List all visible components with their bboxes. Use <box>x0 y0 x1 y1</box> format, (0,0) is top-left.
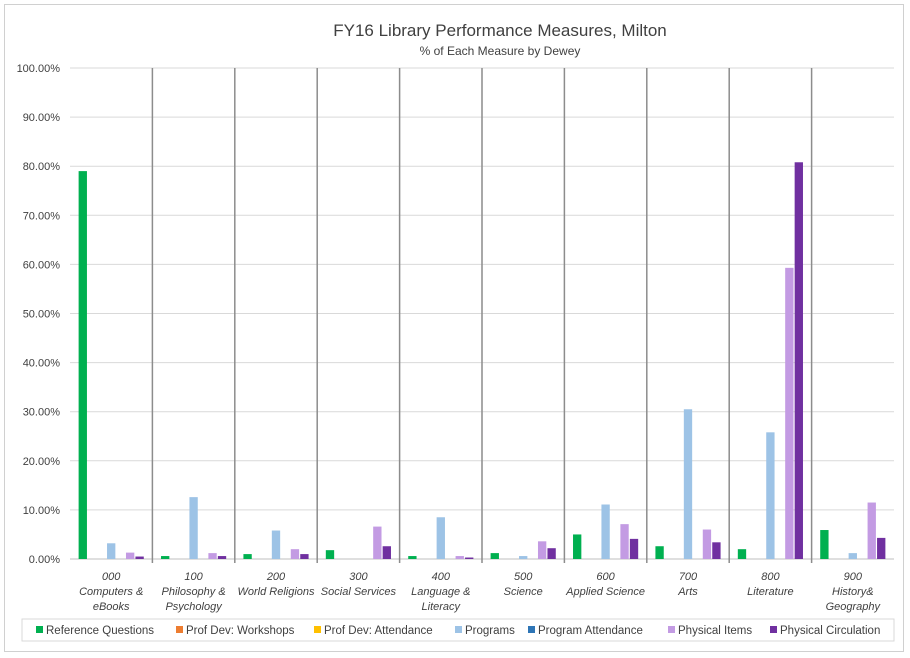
bar <box>107 543 116 559</box>
bar <box>573 534 582 559</box>
legend-swatch <box>36 626 43 633</box>
bar <box>382 546 391 559</box>
x-tick-label: eBooks <box>93 601 130 613</box>
x-tick-label: Applied Science <box>565 586 645 598</box>
bar <box>465 557 474 559</box>
legend-swatch <box>528 626 535 633</box>
bar <box>490 553 499 559</box>
y-axis: 0.00% 10.00% 20.00% 30.00% 40.00% 50.00% 60.00… <box>17 63 61 566</box>
y-tick-label: 60.00% <box>23 259 61 271</box>
bar <box>547 548 556 559</box>
y-tick-label: 10.00% <box>23 505 61 517</box>
y-tick-label: 0.00% <box>29 554 60 566</box>
legend-label: Programs <box>465 625 515 637</box>
x-tick-label: 100 <box>184 571 203 583</box>
bar <box>766 432 775 559</box>
x-tick-label: Social Services <box>321 586 397 598</box>
bar <box>78 171 87 560</box>
legend-label: Physical Circulation <box>780 625 880 637</box>
y-tick-label: 90.00% <box>23 112 61 124</box>
bar <box>290 549 300 559</box>
legend-label: Prof Dev: Workshops <box>186 625 295 637</box>
bar <box>408 556 417 559</box>
legend-swatch <box>668 626 675 633</box>
y-tick-label: 50.00% <box>23 309 61 321</box>
bar <box>189 497 198 559</box>
bar <box>537 541 547 559</box>
legend-label: Prof Dev: Attendance <box>324 625 433 637</box>
x-tick-label: 700 <box>679 571 698 583</box>
bar <box>683 409 693 559</box>
bar <box>135 556 144 559</box>
x-tick-label: Philosophy & <box>161 586 225 598</box>
bar <box>848 553 857 559</box>
legend-label: Reference Questions <box>46 625 154 637</box>
legend-swatch <box>314 626 321 633</box>
bar <box>820 530 829 559</box>
y-tick-label: 20.00% <box>23 456 61 468</box>
legend-swatch <box>455 626 462 633</box>
bar <box>519 556 528 559</box>
bar <box>877 537 886 559</box>
x-tick-label: Language & <box>411 586 470 598</box>
x-tick-label: 900 <box>844 571 863 583</box>
chart-subtitle: % of Each Measure by Dewey <box>420 44 581 58</box>
bar <box>655 546 664 559</box>
bar <box>737 549 747 559</box>
legend-swatch <box>176 626 183 633</box>
bar <box>373 526 382 559</box>
x-tick-label: Literature <box>747 586 793 598</box>
x-tick-label: Arts <box>677 586 698 598</box>
bar <box>436 517 445 559</box>
bar <box>300 554 309 559</box>
legend-label: Program Attendance <box>538 625 643 637</box>
x-tick-label: 200 <box>266 571 286 583</box>
chart-title: FY16 Library Performance Measures, Milto… <box>333 21 667 40</box>
y-tick-label: 80.00% <box>23 161 61 173</box>
y-tick-label: 30.00% <box>23 407 61 419</box>
bar <box>620 524 629 559</box>
bar <box>217 556 227 559</box>
legend-label: Physical Items <box>678 625 752 637</box>
x-tick-label: 300 <box>349 571 368 583</box>
bar <box>243 554 252 559</box>
legend: Reference Questions Prof Dev: Workshops Pr… <box>36 625 880 637</box>
category-separators <box>151 68 813 563</box>
bar <box>712 542 721 559</box>
y-tick-label: 40.00% <box>23 358 61 370</box>
bar <box>455 556 464 559</box>
x-tick-label: History& <box>832 586 874 598</box>
bar <box>601 504 610 559</box>
x-tick-label: 600 <box>596 571 615 583</box>
x-tick-label: Psychology <box>165 601 223 613</box>
bar <box>785 267 794 559</box>
chart-frame <box>4 4 904 652</box>
x-tick-label: 000 <box>102 571 121 583</box>
bar <box>702 529 712 559</box>
bar <box>629 538 639 559</box>
y-tick-label: 70.00% <box>23 210 61 222</box>
bar <box>271 530 281 559</box>
bar <box>161 556 170 559</box>
x-tick-label: 400 <box>432 571 451 583</box>
x-tick-label: Literacy <box>422 601 462 613</box>
bar <box>867 502 876 559</box>
bar <box>325 550 335 559</box>
bars <box>78 162 886 560</box>
x-tick-label: Computers & <box>79 586 143 598</box>
x-tick-label: Science <box>504 586 543 598</box>
x-tick-label: 800 <box>761 571 780 583</box>
x-axis: 000 Computers & eBooks 100 Philosophy & Psych… <box>79 571 881 613</box>
bar <box>794 162 803 559</box>
x-tick-label: World Religions <box>237 586 315 598</box>
y-tick-label: 100.00% <box>17 63 61 75</box>
x-tick-label: Geography <box>826 601 882 613</box>
bar <box>208 553 217 559</box>
legend-swatch <box>770 626 777 633</box>
x-tick-label: 500 <box>514 571 533 583</box>
bar <box>125 552 135 559</box>
